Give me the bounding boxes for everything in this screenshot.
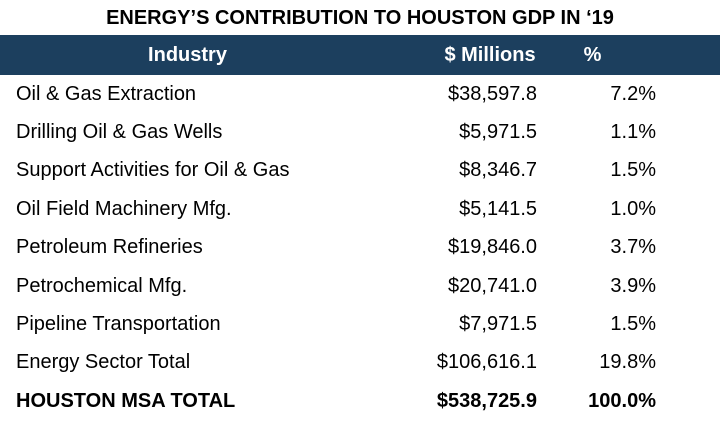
title: ENERGY’S CONTRIBUTION TO HOUSTON GDP IN … [106,7,614,29]
table-cell: HOUSTON MSA TOTAL [16,389,236,412]
table-cell: 1.1% [610,121,656,144]
table-row: Petrochemical Mfg. $20,741.0 3.9% [0,267,720,305]
table-cell: 100.0% [588,389,656,412]
table-cell: 19.8% [599,351,656,374]
table-cell: $19,846.0 [448,236,537,259]
header-cell: Industry [148,43,227,66]
table-body: Oil & Gas Extraction $38,597.8 7.2% Drillin… [0,75,720,421]
data-table: Industry $ Millions% Oil & Gas Extraction… [0,35,720,421]
table-row: Support Activities for Oil & Gas $8,346.7… [0,152,720,190]
table-cell: Drilling Oil & Gas Wells [16,121,223,144]
table-cell: Energy Sector Total [16,351,191,374]
table-row: Drilling Oil & Gas Wells $5,971.5 1.1% [0,113,720,151]
table-cell: 3.7% [610,236,656,259]
table-cell: Oil & Gas Extraction [16,82,197,105]
table-cell: $38,597.8 [448,82,537,105]
table-cell: Support Activities for Oil & Gas [16,159,290,182]
table-row: Oil Field Machinery Mfg. $5,141.5 1.0% [0,190,720,228]
table-cell: 1.0% [610,197,656,220]
table-cell: $8,346.7 [459,159,537,182]
table-row: Petroleum Refineries $19,846.0 3.7% [0,229,720,267]
table-cell: 1.5% [610,313,656,336]
table-cell: $20,741.0 [448,274,537,297]
table-cell: $106,616.1 [436,351,537,374]
table-row: Oil & Gas Extraction $38,597.8 7.2% [0,75,720,113]
table-cell: $5,971.5 [459,121,537,144]
header-cell: % [583,43,602,66]
table-cell: Oil Field Machinery Mfg. [16,197,232,220]
table-cell: Petrochemical Mfg. [16,274,188,297]
header-cell: $ Millions [444,43,536,66]
table-cell: Pipeline Transportation [16,313,221,336]
table-header: Industry $ Millions% [0,35,720,75]
table-row: Energy Sector Total $106,616.1 19.8% [0,344,720,382]
table-cell: 7.2% [610,82,656,105]
table-row: Pipeline Transportation $7,971.5 1.5% [0,305,720,343]
table-cell: $538,725.9 [436,389,537,412]
table-cell: 3.9% [610,274,656,297]
table-cell: $7,971.5 [459,313,537,336]
table-cell: Petroleum Refineries [16,236,203,259]
table-row: HOUSTON MSA TOTAL $538,725.9 100.0% [0,382,720,420]
table-cell: 1.5% [610,159,656,182]
table-cell: $5,141.5 [459,197,537,220]
header-row: Industry $ Millions% [0,35,720,75]
